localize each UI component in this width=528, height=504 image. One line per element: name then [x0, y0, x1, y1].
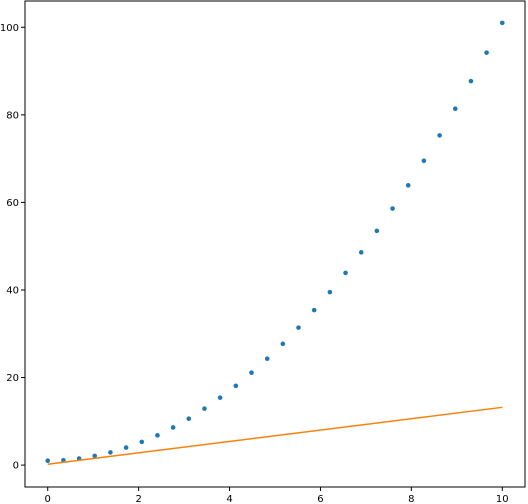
y-axis: 0 20 40 60 80 100 [0, 23, 25, 472]
scatter-point [296, 325, 301, 330]
x-tick-label: 10 [496, 494, 509, 504]
scatter-point [202, 406, 207, 411]
y-tick-label: 100 [0, 23, 19, 34]
x-tick-label: 6 [317, 494, 323, 504]
scatter-point [186, 416, 192, 421]
scatter-point [452, 106, 458, 112]
x-tick-label: 2 [135, 494, 141, 504]
scatter-point [390, 206, 395, 211]
scatter-point [468, 78, 474, 84]
scatter-point [405, 183, 411, 188]
scatter-point [311, 307, 317, 313]
scatter-point [343, 270, 348, 276]
scatter-point [374, 228, 380, 234]
y-tick-label: 0 [13, 461, 19, 472]
scatter-point [280, 341, 286, 347]
y-tick-label: 60 [6, 198, 19, 209]
scatter-point [358, 250, 364, 255]
x-tick-label: 8 [408, 494, 414, 504]
scatter-point [437, 133, 442, 138]
axes-frame [24, 0, 526, 488]
x-axis: 0 2 4 6 8 10 [45, 487, 509, 504]
scatter-point [484, 50, 489, 55]
scatter-point [327, 289, 333, 295]
scatter-point [249, 370, 254, 376]
y-tick-label: 20 [6, 373, 19, 384]
scatter-point [108, 450, 113, 455]
scatter-point [233, 383, 239, 389]
line-series [47, 406, 503, 465]
x-tick-label: 4 [226, 494, 232, 504]
scatter-point [139, 439, 145, 445]
y-tick-label: 40 [6, 285, 19, 296]
series-layer [45, 20, 505, 465]
scatter-point [123, 445, 129, 450]
scatter-point [421, 158, 427, 164]
scatter-point [92, 453, 98, 459]
scatter-point [170, 425, 176, 430]
x-tick-label: 0 [45, 494, 51, 504]
scatter-point [155, 433, 160, 438]
scatter-point [499, 20, 505, 26]
scatter-point [264, 356, 270, 362]
scatter-point [45, 458, 51, 464]
y-tick-label: 80 [6, 110, 19, 121]
scatter-point [217, 395, 223, 400]
